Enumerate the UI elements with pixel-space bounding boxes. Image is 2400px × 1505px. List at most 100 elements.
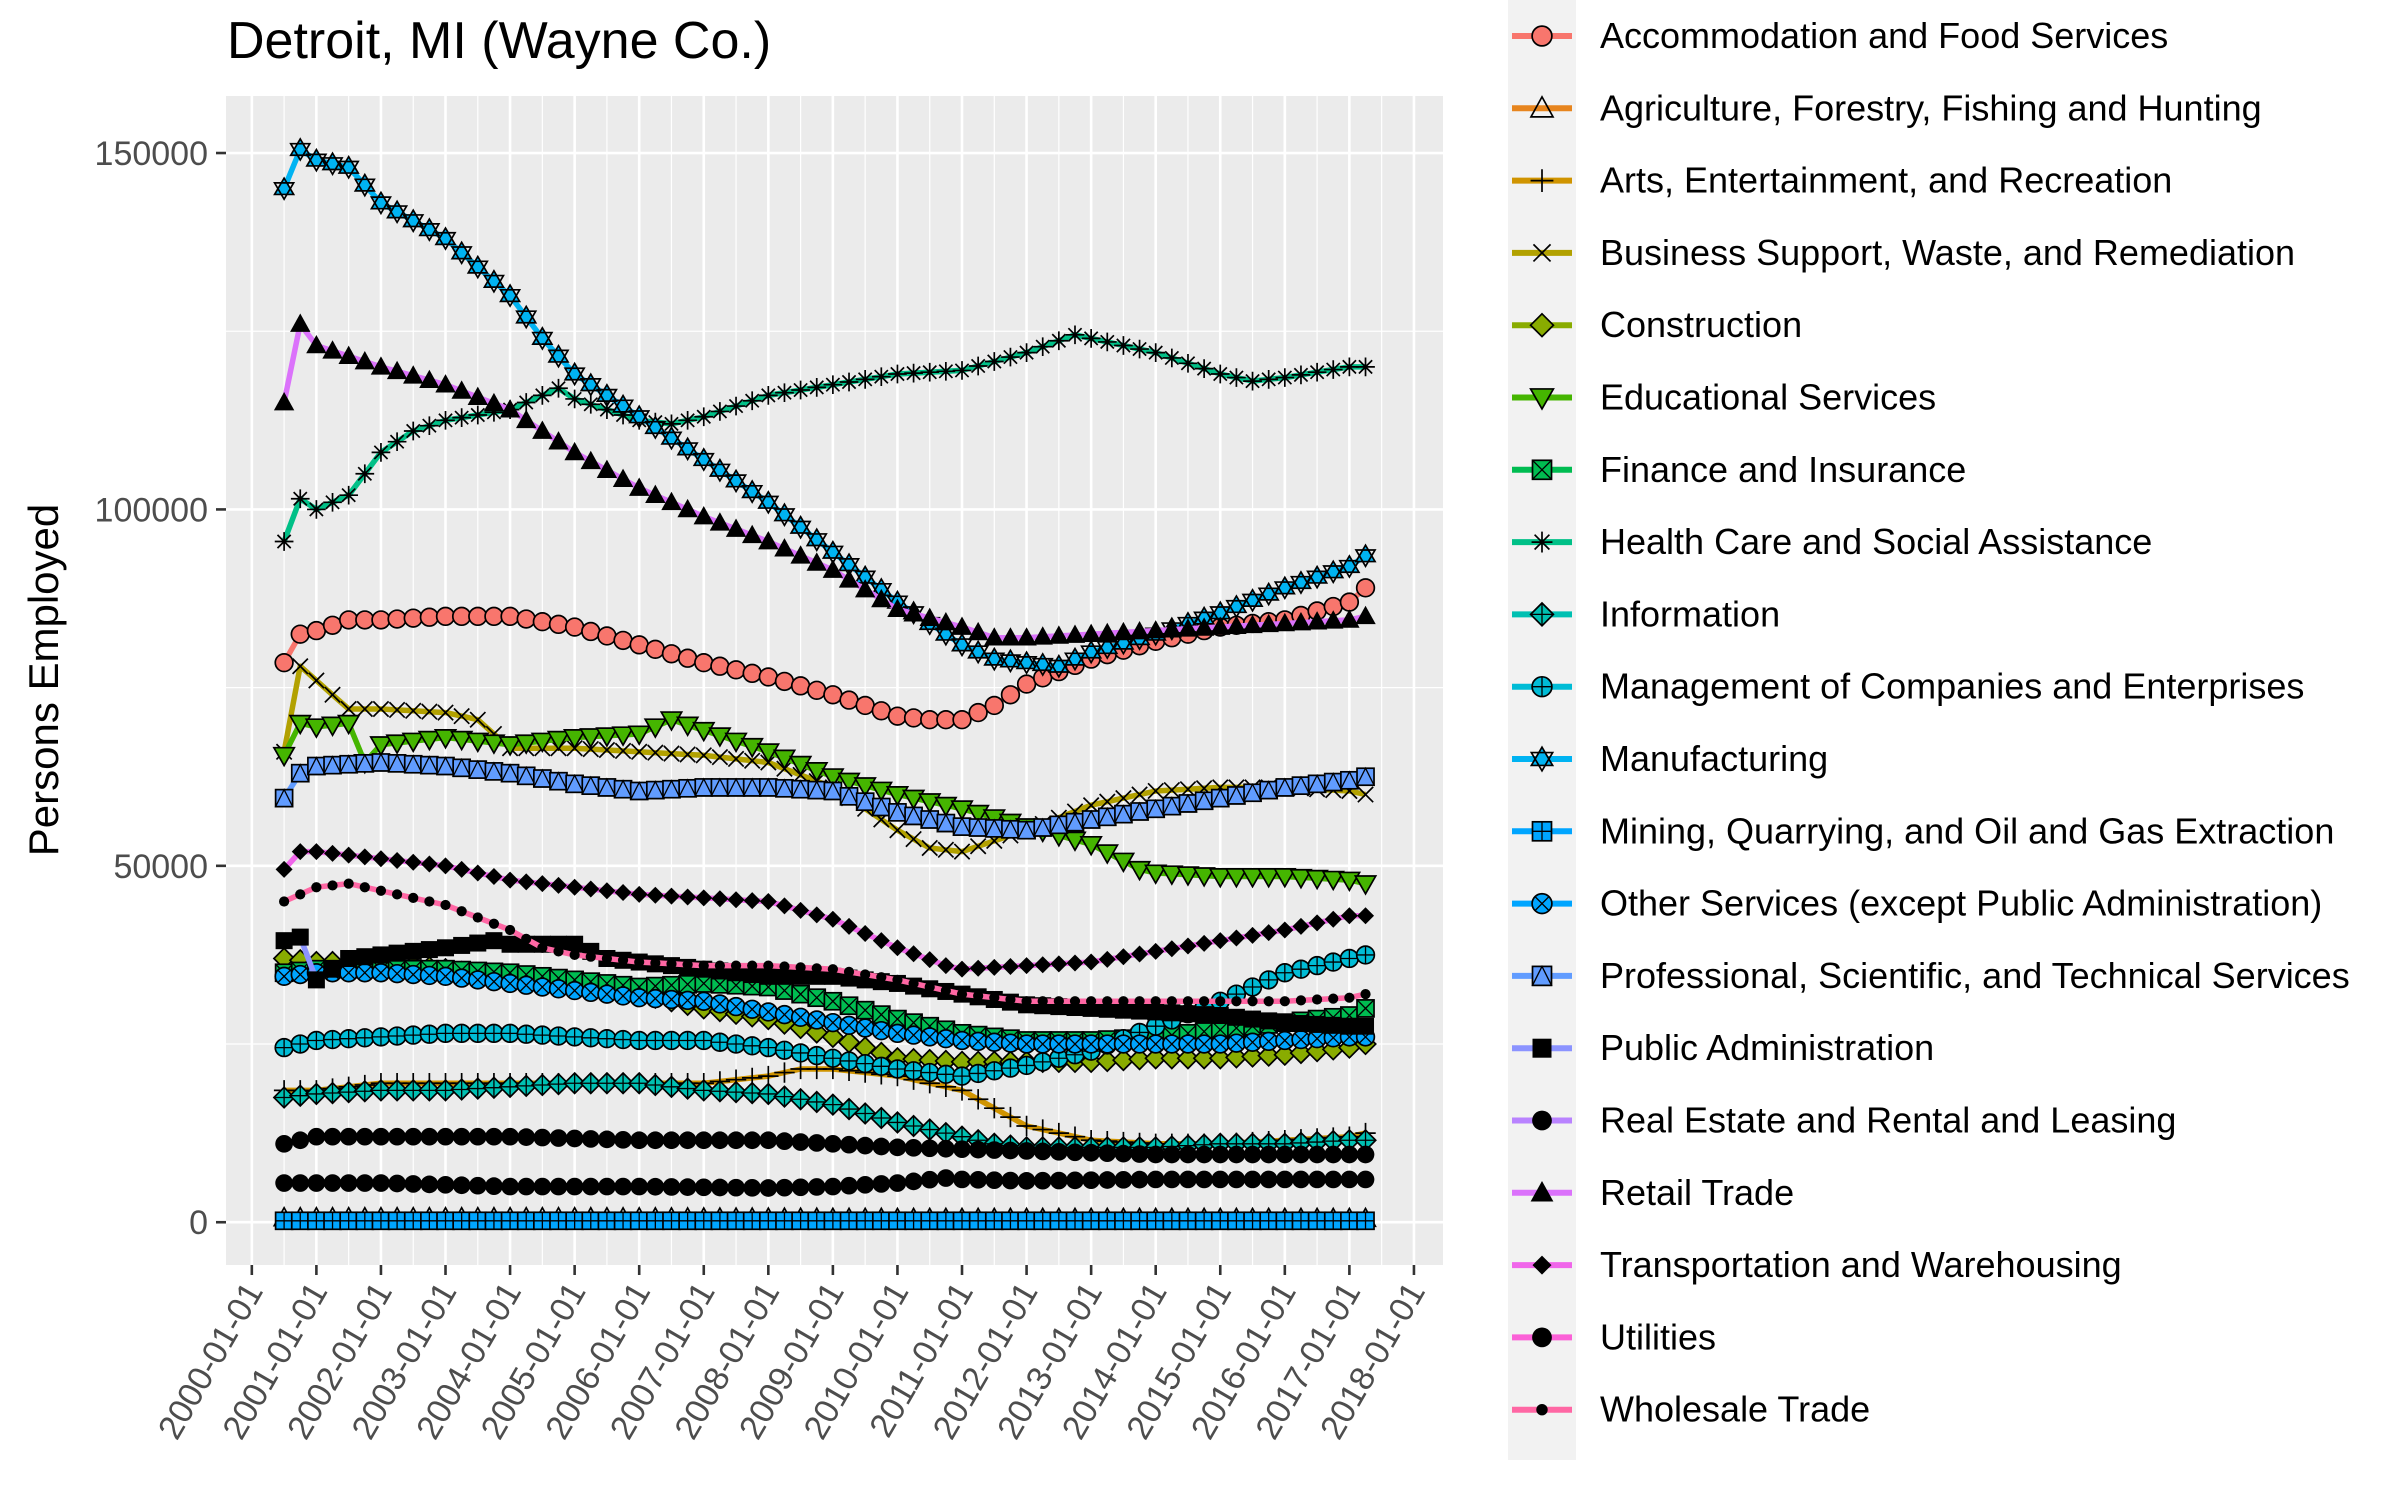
point-arts-entertainment-and-recreation xyxy=(984,1097,1005,1119)
point-retail-trade xyxy=(903,603,924,622)
point-health-care-and-social-assistance xyxy=(936,361,956,381)
point-health-care-and-social-assistance xyxy=(855,369,875,389)
point-utilities xyxy=(1275,1170,1294,1189)
point-retail-trade xyxy=(1064,624,1086,643)
point-utilities xyxy=(388,1174,406,1193)
point-professional-scientific-and-technical-services xyxy=(823,781,843,801)
point-retail-trade xyxy=(419,369,440,389)
point-manufacturing xyxy=(273,182,296,201)
point-public-administration xyxy=(1340,1017,1358,1035)
point-educational-services xyxy=(627,725,651,746)
point-other-services-except-public-administration xyxy=(664,992,679,1007)
point-manufacturing xyxy=(1193,611,1216,631)
point-professional-scientific-and-technical-services xyxy=(1323,772,1343,792)
legend-marker xyxy=(1530,1181,1554,1202)
point-management-of-companies-and-enterprises xyxy=(824,1049,842,1068)
point-wholesale-trade xyxy=(666,958,677,969)
point-accommodation-and-food-services xyxy=(694,652,714,673)
point-educational-services xyxy=(337,714,361,736)
point-other-services-except-public-administration xyxy=(1310,1031,1324,1046)
point-educational-services xyxy=(1273,868,1297,889)
point-other-services-except-public-administration xyxy=(584,985,598,1000)
point-other-services-except-public-administration xyxy=(713,997,727,1011)
series-real-estate-and-rental-and-leasing xyxy=(275,1127,1375,1164)
point-retail-trade xyxy=(1161,619,1183,638)
point-management-of-companies-and-enterprises xyxy=(791,1044,810,1062)
series-manufacturing xyxy=(273,137,1377,679)
legend-item-arts-entertainment-and-recreation: Arts, Entertainment, and Recreation xyxy=(1508,146,2172,215)
point-utilities xyxy=(581,1177,600,1196)
point-real-estate-and-rental-and-leasing xyxy=(1082,1143,1100,1162)
point-transportation-and-warehousing xyxy=(921,951,939,969)
point-accommodation-and-food-services xyxy=(855,695,875,716)
legend-label: Business Support, Waste, and Remediation xyxy=(1600,232,2295,273)
point-business-support-waste-and-remediation xyxy=(727,750,745,768)
point-utilities xyxy=(372,1174,390,1192)
point-utilities xyxy=(1017,1172,1036,1190)
point-other-services-except-public-administration xyxy=(422,968,437,983)
point-retail-trade xyxy=(1193,617,1215,636)
point-utilities xyxy=(485,1177,503,1195)
point-professional-scientific-and-technical-services xyxy=(1017,820,1036,840)
point-accommodation-and-food-services xyxy=(338,610,359,630)
point-real-estate-and-rental-and-leasing xyxy=(888,1138,907,1157)
point-public-administration xyxy=(1324,1016,1342,1034)
point-educational-services xyxy=(918,793,942,814)
point-management-of-companies-and-enterprises xyxy=(614,1030,632,1049)
point-health-care-and-social-assistance xyxy=(904,363,923,383)
point-utilities xyxy=(807,1178,826,1196)
point-public-administration xyxy=(1260,1012,1278,1030)
point-real-estate-and-rental-and-leasing xyxy=(339,1127,358,1146)
point-transportation-and-warehousing xyxy=(485,868,503,886)
y-tick-label: 50000 xyxy=(113,848,208,886)
point-real-estate-and-rental-and-leasing xyxy=(727,1131,745,1150)
point-educational-services xyxy=(1224,868,1249,889)
legend-marker xyxy=(1529,388,1555,411)
point-health-care-and-social-assistance xyxy=(468,405,488,425)
point-other-services-except-public-administration xyxy=(955,1033,969,1048)
point-health-care-and-social-assistance xyxy=(1033,337,1053,357)
point-real-estate-and-rental-and-leasing xyxy=(1033,1142,1052,1161)
point-accommodation-and-food-services xyxy=(952,710,972,730)
point-retail-trade xyxy=(661,491,682,511)
point-transportation-and-warehousing xyxy=(759,892,777,910)
point-mining-quarrying-and-oil-and-gas-extraction xyxy=(1195,1212,1213,1230)
legend-label: Finance and Insurance xyxy=(1600,449,1966,490)
point-other-services-except-public-administration xyxy=(680,993,695,1008)
point-manufacturing xyxy=(838,558,861,577)
point-public-administration xyxy=(1244,1010,1262,1028)
legend-item-construction: Construction xyxy=(1508,291,1802,360)
point-management-of-companies-and-enterprises xyxy=(662,1031,681,1050)
point-real-estate-and-rental-and-leasing xyxy=(614,1130,632,1149)
legend-item-business-support-waste-and-remediation: Business Support, Waste, and Remediation xyxy=(1508,218,2295,287)
point-professional-scientific-and-technical-services xyxy=(1146,799,1166,819)
point-accommodation-and-food-services xyxy=(613,630,633,651)
point-public-administration xyxy=(1098,1000,1116,1018)
point-real-estate-and-rental-and-leasing xyxy=(598,1130,616,1149)
point-other-services-except-public-administration xyxy=(1213,1037,1228,1051)
point-manufacturing xyxy=(1225,599,1248,619)
point-management-of-companies-and-enterprises xyxy=(598,1029,616,1048)
point-mining-quarrying-and-oil-and-gas-extraction xyxy=(372,1212,390,1230)
point-educational-services xyxy=(1321,870,1345,892)
point-other-services-except-public-administration xyxy=(745,1002,759,1017)
point-manufacturing xyxy=(466,260,489,280)
point-retail-trade xyxy=(838,569,860,588)
point-utilities xyxy=(1114,1170,1133,1189)
series-utilities xyxy=(275,1169,1375,1197)
point-accommodation-and-food-services xyxy=(968,702,988,723)
point-professional-scientific-and-technical-services xyxy=(339,754,359,774)
point-utilities xyxy=(759,1179,778,1197)
point-professional-scientific-and-technical-services xyxy=(920,810,940,829)
point-public-administration xyxy=(469,934,487,952)
point-accommodation-and-food-services xyxy=(597,626,617,646)
point-wholesale-trade xyxy=(456,906,467,917)
point-wholesale-trade xyxy=(537,942,548,953)
legend-marker xyxy=(1531,531,1553,553)
point-health-care-and-social-assistance xyxy=(274,532,294,551)
point-professional-scientific-and-technical-services xyxy=(452,757,472,777)
series-mining-quarrying-and-oil-and-gas-extraction xyxy=(274,1211,1375,1231)
point-real-estate-and-rental-and-leasing xyxy=(420,1127,439,1146)
point-accommodation-and-food-services xyxy=(1355,578,1376,598)
point-health-care-and-social-assistance xyxy=(1194,359,1214,378)
